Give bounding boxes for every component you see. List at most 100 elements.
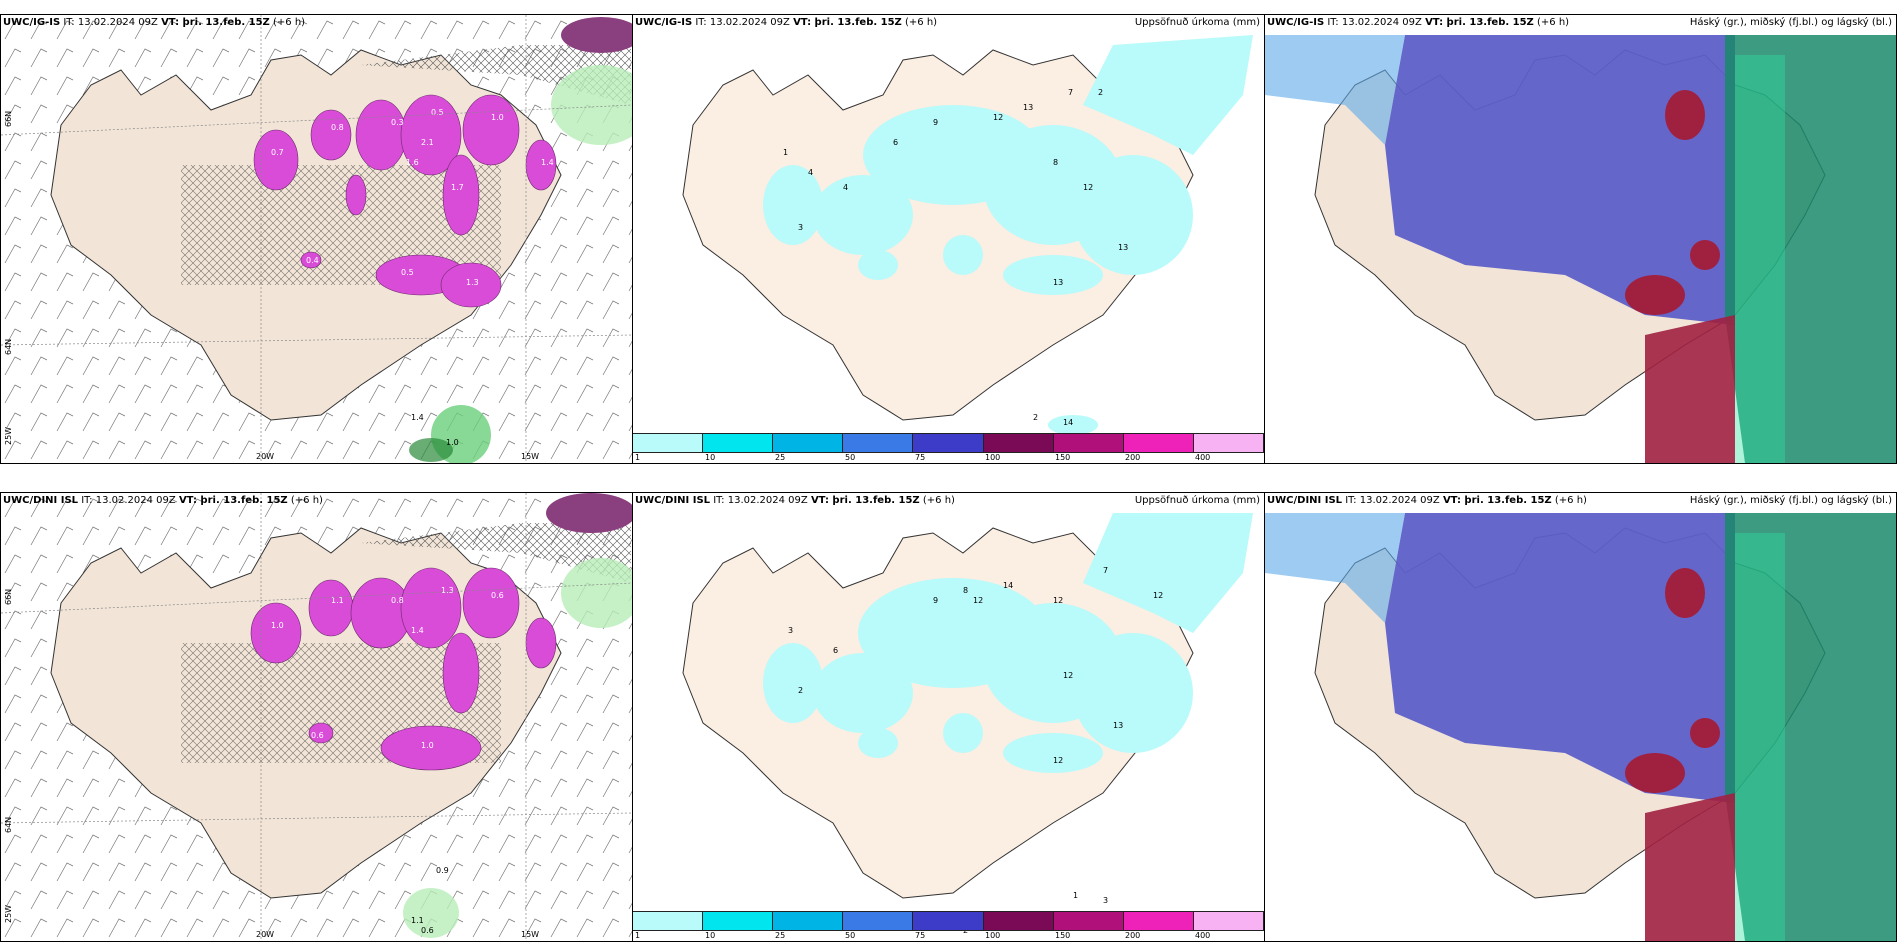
svg-text:12: 12 <box>1063 671 1073 680</box>
axis-lon-label: 20W <box>256 452 275 461</box>
svg-text:6: 6 <box>833 646 838 655</box>
svg-text:1.1: 1.1 <box>411 916 424 925</box>
precip-colorbar <box>633 433 1264 453</box>
axis-lon-label: 20W <box>256 930 275 939</box>
snow-label: 0.7 <box>271 148 284 157</box>
colorbar-segment <box>633 433 704 453</box>
axis-lat-label: 64N <box>4 338 13 355</box>
axis-lon-label: 15W <box>521 930 540 939</box>
svg-text:2: 2 <box>1098 88 1103 97</box>
snow-label: 0.8 <box>331 123 344 132</box>
colorbar-segment <box>773 433 844 453</box>
precip-map-top: 1 4 4 3 6 9 12 13 7 2 8 12 13 13 14 2 <box>682 35 1253 435</box>
svg-text:3: 3 <box>788 626 793 635</box>
colorbar-segment <box>633 911 704 931</box>
colorbar-segment <box>1053 911 1124 931</box>
snow-label: 0.4 <box>306 256 319 265</box>
rain-label: 1.4 <box>411 413 424 422</box>
panel-precip-bottom: UWC/DINI ISL IT: 13.02.2024 09Z VT: þri.… <box>632 492 1265 942</box>
svg-text:12: 12 <box>1083 183 1093 192</box>
panel-title: UWC/IG-IS IT: 13.02.2024 09Z VT: þri. 13… <box>3 17 306 28</box>
colorbar-segment <box>703 911 774 931</box>
svg-text:12: 12 <box>1153 591 1163 600</box>
colorbar-labels: 1 10 25 50 75 100 150 200 400 <box>635 931 1211 940</box>
precip-field-title: Uppsöfnuð úrkoma (mm) <box>1134 495 1260 506</box>
svg-text:13: 13 <box>1113 721 1123 730</box>
svg-text:14: 14 <box>1063 418 1073 427</box>
svg-text:7: 7 <box>1068 88 1073 97</box>
svg-text:1.1: 1.1 <box>331 596 344 605</box>
panel-cloud-bottom: UWC/DINI ISL IT: 13.02.2024 09Z VT: þri.… <box>1264 492 1897 942</box>
svg-text:4: 4 <box>808 168 813 177</box>
svg-text:8: 8 <box>1053 158 1058 167</box>
axis-lat-label: 66N <box>4 588 13 605</box>
svg-text:12: 12 <box>973 596 983 605</box>
svg-text:9: 9 <box>933 596 938 605</box>
cloud-map-bottom <box>1265 513 1896 941</box>
svg-text:1.0: 1.0 <box>421 741 434 750</box>
snow-label: 0.5 <box>401 268 414 277</box>
svg-text:12: 12 <box>1053 756 1063 765</box>
colorbar-segment <box>983 433 1054 453</box>
snow-label: 2.1 <box>421 138 434 147</box>
colorbar-segment <box>1123 433 1194 453</box>
svg-text:12: 12 <box>1053 596 1063 605</box>
snow-label: 1.0 <box>491 113 504 122</box>
precip-field-title: Uppsöfnuð úrkoma (mm) <box>1134 17 1260 28</box>
precip-map-bottom: 3 2 6 9 8 12 14 12 7 12 12 13 12 1 2 3 <box>682 513 1253 935</box>
panel-weather-bottom: UWC/DINI ISL IT: 13.02.2024 09Z VT: þri.… <box>0 492 633 942</box>
svg-text:9: 9 <box>933 118 938 127</box>
svg-text:1: 1 <box>783 148 788 157</box>
svg-text:3: 3 <box>1103 896 1108 905</box>
snow-label: 1.4 <box>541 158 554 167</box>
colorbar-segment <box>913 433 984 453</box>
svg-text:14: 14 <box>1003 581 1013 590</box>
svg-text:13: 13 <box>1023 103 1033 112</box>
axis-lon-label: 25W <box>4 904 13 923</box>
svg-text:2: 2 <box>1033 413 1038 422</box>
svg-text:2: 2 <box>798 686 803 695</box>
svg-text:12: 12 <box>993 113 1003 122</box>
cloud-map-top <box>1265 35 1896 463</box>
snow-label: 0.3 <box>391 118 404 127</box>
svg-text:1.0: 1.0 <box>271 621 284 630</box>
axis-lat-label: 66N <box>4 110 13 127</box>
svg-text:13: 13 <box>1118 243 1128 252</box>
colorbar-segment <box>843 433 914 453</box>
panel-title: UWC/IG-IS IT: 13.02.2024 09Z VT: þri. 13… <box>635 17 938 28</box>
panel-title: UWC/DINI ISL IT: 13.02.2024 09Z VT: þri.… <box>3 495 323 506</box>
snow-label: 1.6 <box>406 158 419 167</box>
panel-precip-top: UWC/IG-IS IT: 13.02.2024 09Z VT: þri. 13… <box>632 14 1265 464</box>
axis-lon-label: 15W <box>521 452 540 461</box>
panel-title: UWC/DINI ISL IT: 13.02.2024 09Z VT: þri.… <box>1267 495 1587 506</box>
panel-weather-top: UWC/IG-IS IT: 13.02.2024 09Z VT: þri. 13… <box>0 14 633 464</box>
svg-text:0.8: 0.8 <box>391 596 404 605</box>
colorbar-segment <box>843 911 914 931</box>
svg-text:1.3: 1.3 <box>441 586 454 595</box>
colorbar-segment <box>913 911 984 931</box>
cloud-field-title: Háský (gr.), miðský (fj.bl.) og lágský (… <box>1689 17 1892 28</box>
axis-lon-label: 25W <box>4 426 13 445</box>
precip-colorbar <box>633 911 1264 931</box>
colorbar-segment <box>773 911 844 931</box>
rain-label: 1.0 <box>446 438 459 447</box>
panel-title: UWC/DINI ISL IT: 13.02.2024 09Z VT: þri.… <box>635 495 955 506</box>
svg-text:3: 3 <box>798 223 803 232</box>
colorbar-segment <box>703 433 774 453</box>
svg-text:4: 4 <box>843 183 848 192</box>
colorbar-segment <box>1053 433 1124 453</box>
svg-text:1: 1 <box>1073 891 1078 900</box>
colorbar-segment <box>1193 911 1264 931</box>
weather-map-top: 0.7 0.8 0.3 0.5 1.0 2.1 1.6 1.7 0.5 1.3 … <box>1 15 632 463</box>
svg-text:13: 13 <box>1053 278 1063 287</box>
panel-cloud-top: UWC/IG-IS IT: 13.02.2024 09Z VT: þri. 13… <box>1264 14 1897 464</box>
svg-text:0.6: 0.6 <box>421 926 434 935</box>
svg-text:0.6: 0.6 <box>311 731 324 740</box>
svg-text:0.9: 0.9 <box>436 866 449 875</box>
colorbar-labels: 1 10 25 50 75 100 150 200 400 <box>635 453 1211 462</box>
panel-title: UWC/IG-IS IT: 13.02.2024 09Z VT: þri. 13… <box>1267 17 1570 28</box>
svg-text:7: 7 <box>1103 566 1108 575</box>
svg-text:8: 8 <box>963 586 968 595</box>
colorbar-segment <box>1193 433 1264 453</box>
svg-text:0.6: 0.6 <box>491 591 504 600</box>
